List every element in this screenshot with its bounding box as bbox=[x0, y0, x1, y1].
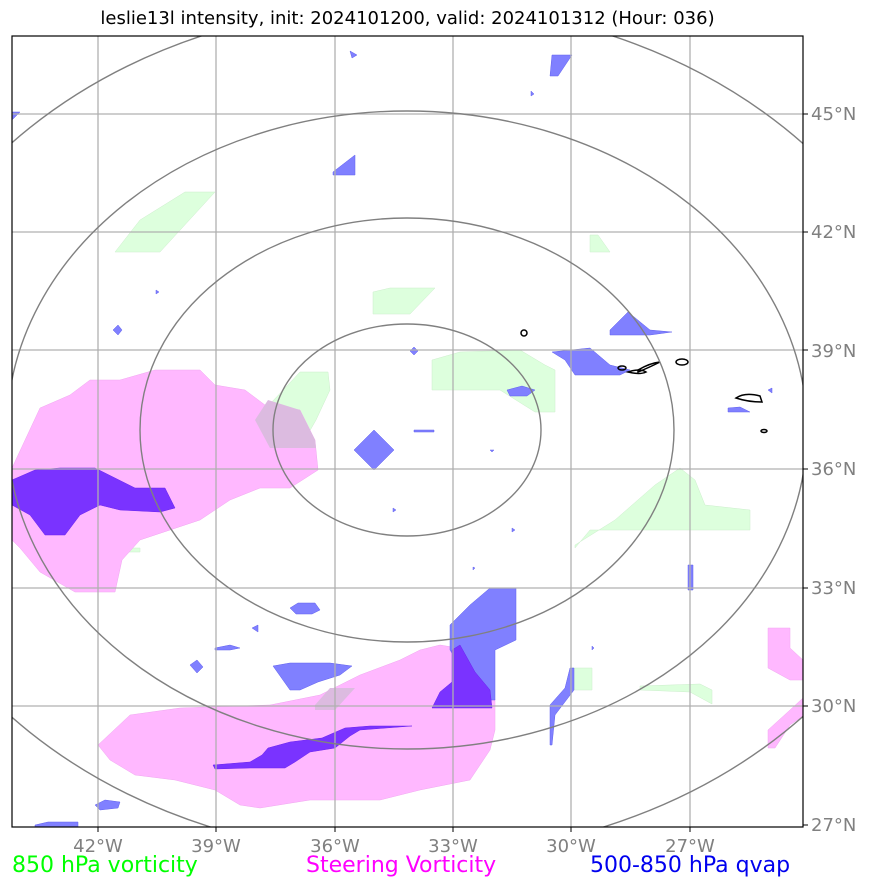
lat-tick-label: 36°N bbox=[811, 459, 856, 480]
lat-tick-label: 27°N bbox=[811, 815, 856, 836]
tick-marks bbox=[97, 113, 808, 832]
lon-tick-label: 39°W bbox=[191, 836, 241, 857]
plot-frame bbox=[11, 35, 804, 828]
steering-qvap-overlap-layer bbox=[12, 467, 493, 770]
legend-qvap: 500-850 hPa qvap bbox=[590, 853, 791, 878]
graticule bbox=[12, 36, 803, 827]
legend-vorticity-850: 850 hPa vorticity bbox=[12, 853, 198, 878]
qvap-layer bbox=[12, 50, 773, 827]
lon-tick-label: 27°W bbox=[665, 836, 715, 857]
steering-vorticity-layer bbox=[12, 369, 803, 809]
legend-steering-vorticity: Steering Vorticity bbox=[306, 853, 497, 878]
range-rings bbox=[12, 36, 803, 827]
lon-tick-label: 30°W bbox=[546, 836, 596, 857]
lat-tick-label: 45°N bbox=[811, 104, 856, 125]
lat-tick-label: 33°N bbox=[811, 578, 856, 599]
map-content bbox=[12, 50, 803, 827]
chart-title: leslie13l intensity, init: 2024101200, v… bbox=[100, 8, 715, 29]
lon-tick-label: 36°W bbox=[310, 836, 360, 857]
lat-tick-label: 30°N bbox=[811, 696, 856, 717]
lon-tick-label: 42°W bbox=[73, 836, 123, 857]
lat-tick-label: 42°N bbox=[811, 222, 856, 243]
lat-tick-label: 39°N bbox=[811, 341, 856, 362]
lon-tick-label: 33°W bbox=[428, 836, 478, 857]
intensity-contours bbox=[520, 329, 768, 434]
